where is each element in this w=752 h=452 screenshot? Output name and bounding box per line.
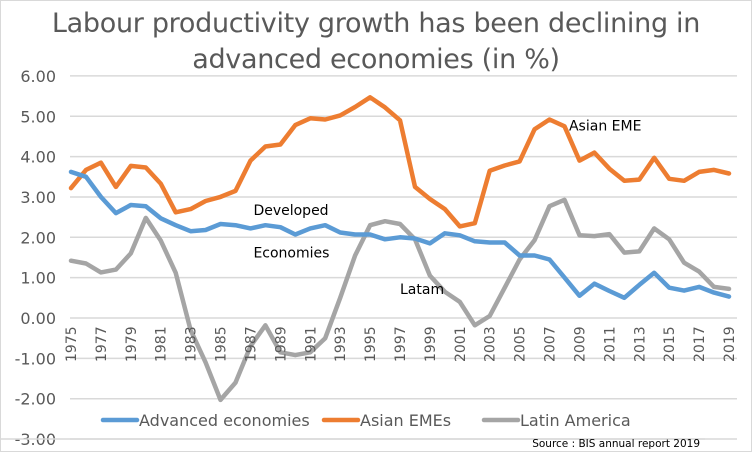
x-tick-label: 1977	[94, 326, 110, 362]
legend-item-latin-america: Latin America	[481, 411, 631, 430]
x-tick-label: 1999	[423, 326, 439, 362]
x-tick-label: 1975	[64, 326, 80, 362]
y-axis-ticks: 6.005.004.003.002.001.000.00-1.00-2.00-3…	[15, 67, 56, 449]
annotation-developed: Developed	[253, 203, 328, 219]
y-tick-label: 0.00	[20, 309, 56, 328]
series-line-asian-emes	[68, 95, 732, 229]
legend-item-asian-emes: Asian EMEs	[321, 411, 451, 430]
legend-label: Latin America	[520, 411, 631, 430]
y-tick-label: 1.00	[20, 269, 56, 288]
legend-item-advanced-economies: Advanced economies	[100, 411, 310, 430]
x-tick-label: 2017	[692, 326, 708, 362]
y-tick-label: -2.00	[15, 390, 56, 409]
annotations: Asian EME Developed Economies Latam	[253, 118, 641, 297]
x-tick-label: 2007	[543, 326, 559, 362]
y-tick-label: 6.00	[20, 67, 56, 86]
x-tick-label: 1985	[214, 326, 230, 362]
chart-title-line-2: advanced economies (in %)	[192, 44, 560, 75]
y-tick-label: 2.00	[20, 228, 56, 247]
x-tick-label: 1987	[243, 326, 259, 362]
y-tick-label: 3.00	[20, 188, 56, 207]
x-tick-label: 2001	[453, 326, 469, 362]
annotation-latam: Latam	[400, 282, 444, 298]
x-tick-label: 1993	[333, 326, 349, 362]
x-tick-label: 2015	[662, 326, 678, 362]
legend: Advanced economies Asian EMEs Latin Americ…	[100, 411, 631, 430]
y-tick-label: 4.00	[20, 148, 56, 167]
y-tick-label: -1.00	[15, 349, 56, 368]
x-tick-label: 1979	[124, 326, 140, 362]
series-line-latin-america	[68, 197, 732, 403]
x-tick-label: 2011	[602, 326, 618, 362]
x-tick-label: 1995	[363, 326, 379, 362]
y-tick-label: 5.00	[20, 107, 56, 126]
annotation-asian-eme: Asian EME	[569, 118, 641, 134]
x-tick-label: 2003	[483, 326, 499, 362]
x-tick-label: 2019	[722, 326, 738, 362]
legend-label: Advanced economies	[139, 411, 310, 430]
annotation-economies: Economies	[253, 245, 329, 261]
x-axis-ticks: 1975 1977 1979 1981 1983 1985 1987 1989 1991 1993…	[64, 326, 738, 362]
legend-label: Asian EMEs	[360, 411, 451, 430]
x-tick-label: 1983	[184, 326, 200, 362]
chart-title: Labour productivity growth has been decl…	[0, 6, 752, 78]
x-tick-label: 2005	[513, 326, 529, 362]
x-tick-label: 1989	[273, 326, 289, 362]
x-tick-label: 1997	[393, 326, 409, 362]
series-line-advanced-economies	[68, 169, 732, 301]
x-tick-label: 1991	[303, 326, 319, 362]
x-tick-label: 1981	[154, 326, 170, 362]
source-note: Source : BIS annual report 2019	[532, 438, 700, 450]
x-tick-label: 2009	[572, 326, 588, 362]
chart-title-line-1: Labour productivity growth has been decl…	[51, 8, 701, 39]
series-lines	[68, 95, 732, 403]
x-tick-label: 2013	[632, 326, 648, 362]
